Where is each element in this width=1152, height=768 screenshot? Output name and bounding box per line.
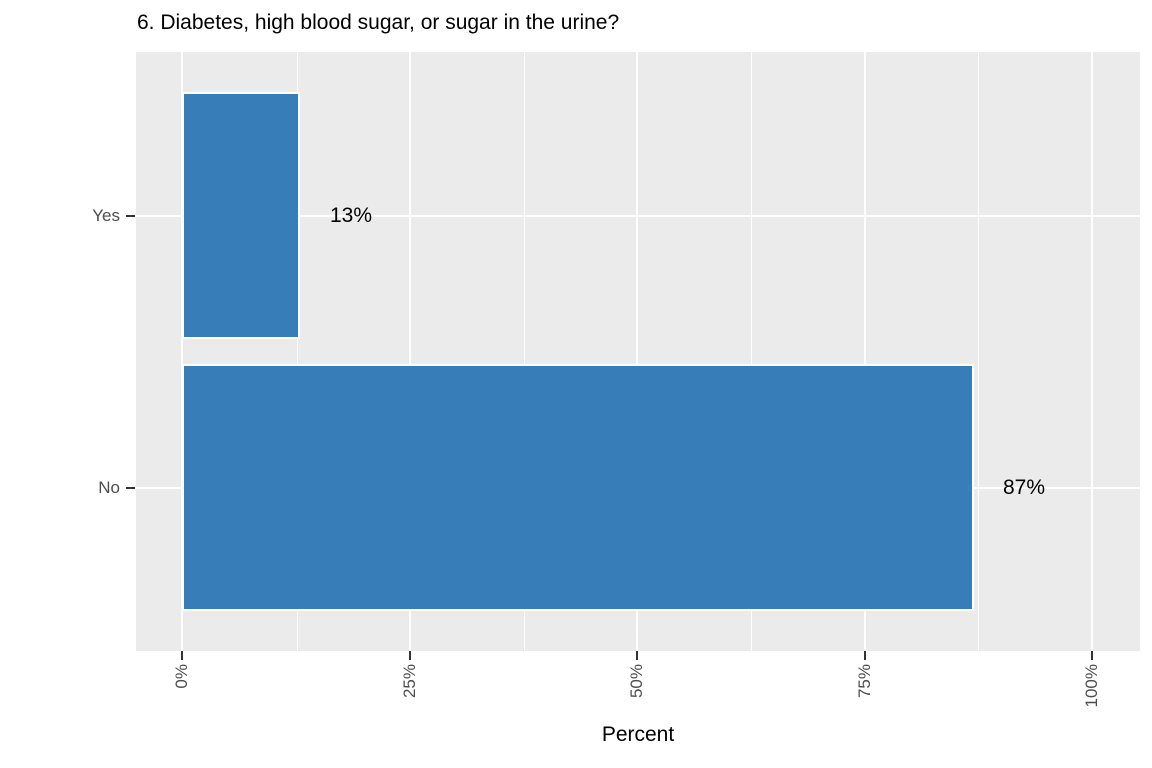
bar-no	[182, 364, 974, 611]
x-tick-label-0: 0%	[172, 664, 192, 689]
x-tick-label-text: 100%	[1082, 664, 1101, 708]
vertical-minor-gridline	[977, 52, 979, 651]
vertical-major-gridline	[408, 52, 411, 651]
horizontal-major-gridline	[136, 214, 1140, 217]
value-label-yes: 13%	[330, 203, 373, 227]
vertical-minor-gridline	[296, 52, 298, 651]
x-tick-label-text: 0%	[172, 664, 191, 689]
y-tick-mark-no	[126, 486, 135, 489]
x-tick-label-text: 50%	[627, 664, 646, 699]
y-axis-label-yes: Yes	[92, 205, 120, 225]
x-tick-mark-100	[1091, 651, 1093, 660]
x-tick-label-50: 50%	[627, 664, 647, 698]
vertical-major-gridline	[863, 52, 866, 651]
x-tick-mark-25	[408, 651, 411, 660]
y-tick-mark-yes	[126, 214, 135, 217]
vertical-major-gridline	[636, 52, 638, 651]
x-tick-label-100: 100%	[1082, 664, 1102, 707]
x-tick-mark-50	[636, 651, 638, 660]
vertical-major-gridline	[1091, 52, 1093, 651]
vertical-minor-gridline	[523, 52, 525, 651]
x-tick-label-text: 25%	[399, 664, 419, 699]
vertical-major-gridline	[181, 52, 183, 651]
vertical-minor-gridline	[750, 52, 752, 651]
value-label-no: 87%	[1003, 475, 1046, 499]
plot-panel: 13% 87%	[136, 52, 1140, 651]
chart-title: 6. Diabetes, high blood sugar, or sugar …	[137, 11, 620, 34]
x-tick-mark-0	[181, 651, 183, 660]
x-axis-title: Percent	[601, 723, 675, 746]
plot-scale-area	[182, 52, 1092, 651]
x-tick-label-75: 75%	[855, 664, 875, 698]
x-tick-mark-75	[863, 651, 866, 660]
bar-yes	[182, 92, 301, 339]
x-tick-label-text: 75%	[854, 664, 874, 699]
x-tick-label-25: 25%	[400, 664, 420, 698]
y-axis-label-no: No	[98, 477, 120, 497]
